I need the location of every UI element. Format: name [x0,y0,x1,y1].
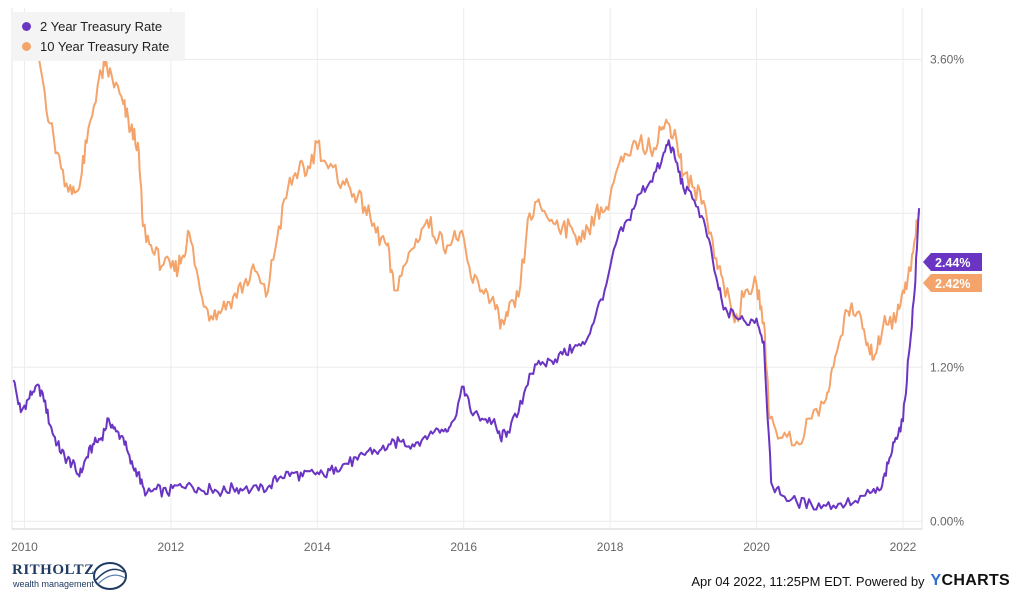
legend-dot-icon [22,41,31,51]
x-tick-label: 2016 [450,540,477,554]
y-tick-label: 0.00% [930,514,964,528]
timestamp-text: Apr 04 2022, 11:25PM EDT. Powered by [691,573,925,589]
ycharts-logo[interactable]: YCHARTS [930,572,1010,589]
chart-legend: 2 Year Treasury Rate 10 Year Treasury Ra… [12,12,186,61]
ritholtz-logo: RITHOLTZ wealth management [12,560,130,592]
legend-label: 2 Year Treasury Rate [40,18,163,34]
x-tick-label: 2022 [890,540,917,554]
chart-grid [11,8,923,530]
series-line-10y [12,22,921,447]
x-axis-labels: 2010 2012 2014 2016 2018 2020 2022 [11,540,917,554]
x-tick-label: 2012 [158,540,185,554]
y-tick-label: 3.60% [930,52,964,66]
legend-dot-icon [22,21,31,31]
logo-globe-icon [93,562,127,590]
end-tag-shape [923,274,982,292]
y-tick-label: 1.20% [930,360,964,374]
y-axis-labels: 0.00% 1.20% 3.60% [930,52,964,528]
end-tag-label: 2.44% [935,256,970,270]
end-value-tags: 2.44% 2.42% [923,253,982,292]
legend-item-2y[interactable]: 2 Year Treasury Rate [22,16,169,36]
series-line-2y [12,139,921,511]
end-tag-2y: 2.44% [923,253,982,271]
chart-lines [12,22,921,511]
footer-attribution: Apr 04 2022, 11:25PM EDT. Powered by YCH… [691,572,1010,590]
x-tick-label: 2018 [597,540,624,554]
end-tag-shape [923,253,982,271]
logo-subtext: wealth management [13,579,95,589]
legend-label: 10 Year Treasury Rate [40,38,170,54]
logo-text: RITHOLTZ [12,562,95,578]
end-tag-label: 2.42% [935,277,970,291]
end-tag-10y: 2.42% [923,274,982,292]
x-tick-label: 2020 [743,540,770,554]
x-tick-label: 2014 [304,540,331,554]
x-tick-label: 2010 [11,540,38,554]
legend-item-10y[interactable]: 10 Year Treasury Rate [22,36,169,56]
